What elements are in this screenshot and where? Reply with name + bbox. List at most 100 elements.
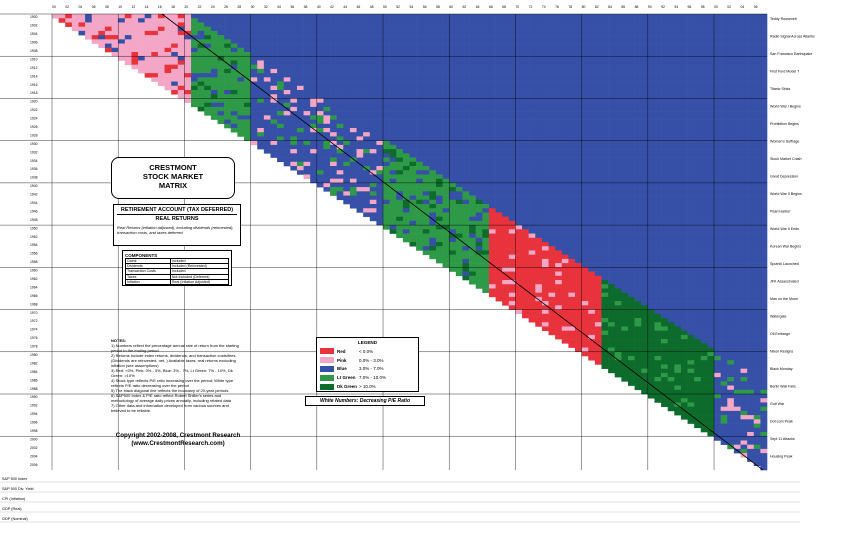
matrix-cell <box>442 102 450 108</box>
matrix-cell <box>601 115 609 120</box>
matrix-cell <box>389 174 397 179</box>
matrix-cell <box>336 178 344 184</box>
matrix-cell <box>469 73 477 78</box>
matrix-cell <box>250 39 258 44</box>
matrix-cell <box>740 225 748 230</box>
matrix-cell <box>349 157 357 163</box>
matrix-cell <box>614 77 622 82</box>
matrix-cell <box>349 170 357 175</box>
matrix-cell <box>303 161 311 167</box>
matrix-cell <box>700 85 708 91</box>
matrix-cell <box>144 22 152 27</box>
matrix-cell <box>224 52 232 57</box>
matrix-cell <box>508 30 516 36</box>
matrix-cell <box>257 18 265 23</box>
matrix-cell <box>528 199 536 205</box>
matrix-cell <box>588 242 596 247</box>
matrix-cell <box>409 60 417 65</box>
matrix-cell <box>144 35 152 40</box>
matrix-cell <box>661 242 668 247</box>
matrix-cell <box>700 284 708 289</box>
matrix-cell <box>575 22 582 27</box>
matrix-cell <box>462 250 470 255</box>
matrix-cell <box>694 77 702 82</box>
matrix-cell <box>257 132 265 137</box>
matrix-cell <box>627 254 635 260</box>
matrix-cell <box>694 174 702 179</box>
matrix-cell <box>674 157 682 163</box>
matrix-cell <box>747 178 755 184</box>
matrix-cell <box>561 237 569 243</box>
matrix-cell <box>634 81 642 87</box>
matrix-cell <box>760 166 768 171</box>
matrix-cell <box>336 153 344 158</box>
matrix-cell <box>714 47 721 53</box>
matrix-cell <box>482 275 490 281</box>
matrix-cell <box>416 220 424 226</box>
matrix-cell <box>541 144 549 150</box>
matrix-cell <box>151 43 159 49</box>
matrix-cell <box>495 14 503 19</box>
matrix-cell <box>608 182 616 188</box>
matrix-cell <box>270 52 278 57</box>
matrix-cell <box>449 220 457 226</box>
matrix-cell <box>753 258 761 264</box>
matrix-cell <box>462 136 470 141</box>
matrix-cell <box>462 237 470 243</box>
matrix-cell <box>555 73 563 78</box>
matrix-cell <box>502 26 510 32</box>
matrix-cell <box>508 123 516 129</box>
matrix-cell <box>409 136 417 141</box>
matrix-cell <box>462 263 470 268</box>
matrix-cell <box>727 275 735 281</box>
matrix-cell <box>184 26 192 32</box>
matrix-cell <box>396 216 404 222</box>
matrix-cell <box>488 136 496 141</box>
matrix-cell <box>85 35 93 40</box>
matrix-cell <box>535 94 543 99</box>
matrix-cell <box>502 225 510 230</box>
matrix-cell <box>330 132 337 137</box>
matrix-cell <box>435 56 443 61</box>
matrix-cell <box>118 35 126 40</box>
matrix-cell <box>700 233 708 239</box>
matrix-cell <box>98 35 106 40</box>
matrix-cell <box>733 18 741 23</box>
matrix-cell <box>508 26 516 32</box>
matrix-cell <box>204 26 212 32</box>
matrix-cell <box>700 26 708 32</box>
matrix-cell <box>442 98 450 103</box>
matrix-cell <box>257 35 265 40</box>
matrix-cell <box>601 35 609 40</box>
matrix-cell <box>508 216 516 222</box>
matrix-cell <box>71 14 79 19</box>
matrix-cell <box>522 18 529 23</box>
matrix-cell <box>680 26 688 32</box>
matrix-cell <box>747 237 755 243</box>
matrix-cell <box>561 216 569 222</box>
matrix-cell <box>634 140 642 146</box>
matrix-cell <box>627 18 635 23</box>
matrix-cell <box>488 140 496 146</box>
matrix-cell <box>581 157 589 163</box>
matrix-cell <box>641 170 649 175</box>
matrix-cell <box>588 39 596 44</box>
matrix-cell <box>522 187 529 192</box>
matrix-cell <box>422 35 430 40</box>
matrix-cell <box>627 280 635 285</box>
matrix-cell <box>522 178 529 184</box>
matrix-cell <box>475 153 483 158</box>
matrix-cell <box>435 182 443 188</box>
matrix-cell <box>641 106 649 112</box>
matrix-cell <box>608 161 616 167</box>
matrix-cell <box>409 174 417 179</box>
matrix-cell <box>714 187 721 192</box>
matrix-cell <box>389 56 397 61</box>
matrix-cell <box>177 22 185 27</box>
matrix-cell <box>634 77 642 82</box>
matrix-cell <box>495 170 503 175</box>
matrix-cell <box>740 52 748 57</box>
matrix-cell <box>270 102 278 108</box>
matrix-cell <box>502 288 510 293</box>
matrix-cell <box>482 204 490 209</box>
